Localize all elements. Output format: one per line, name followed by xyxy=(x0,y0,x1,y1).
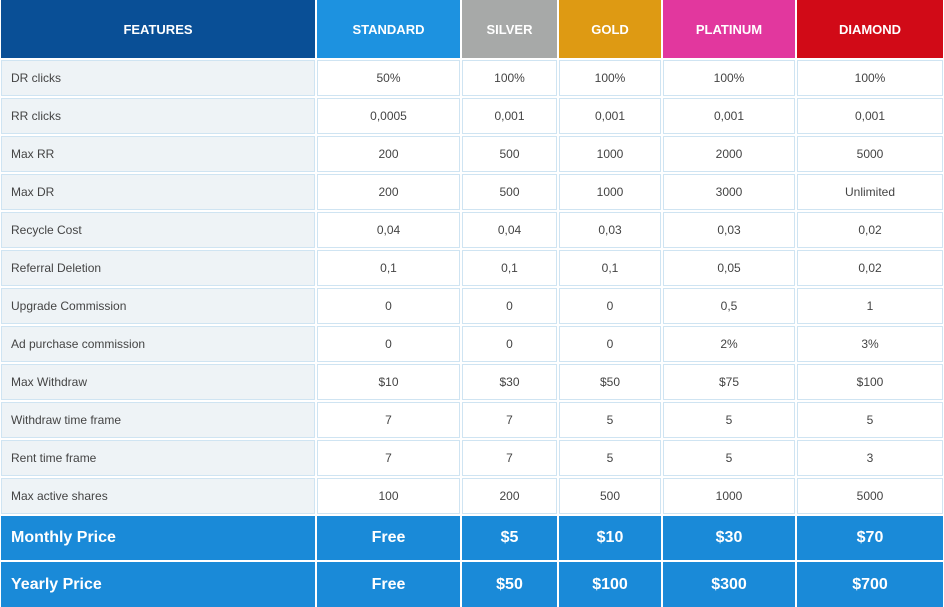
feature-value-standard: $10 xyxy=(317,364,460,400)
feature-value-standard: 0,1 xyxy=(317,250,460,286)
feature-label-max-dr: Max DR xyxy=(1,174,315,210)
feature-value-platinum: 3000 xyxy=(663,174,795,210)
feature-value-diamond: 3% xyxy=(797,326,943,362)
price-label-monthly-price: Monthly Price xyxy=(1,516,315,560)
feature-value-gold: 1000 xyxy=(559,174,661,210)
plan-header-silver: SILVER xyxy=(462,0,557,58)
feature-value-silver: $30 xyxy=(462,364,557,400)
feature-value-gold: 1000 xyxy=(559,136,661,172)
feature-value-platinum: 5 xyxy=(663,402,795,438)
price-value-gold: $10 xyxy=(559,516,661,560)
feature-value-platinum: $75 xyxy=(663,364,795,400)
feature-value-standard: 0,04 xyxy=(317,212,460,248)
feature-value-diamond: 5 xyxy=(797,402,943,438)
feature-value-platinum: 1000 xyxy=(663,478,795,514)
feature-value-standard: 0,0005 xyxy=(317,98,460,134)
feature-value-gold: 500 xyxy=(559,478,661,514)
feature-value-standard: 0 xyxy=(317,288,460,324)
plan-header-platinum: PLATINUM xyxy=(663,0,795,58)
feature-value-diamond: Unlimited xyxy=(797,174,943,210)
feature-label-rent-time-frame: Rent time frame xyxy=(1,440,315,476)
features-header: FEATURES xyxy=(1,0,315,58)
feature-value-diamond: 0,02 xyxy=(797,250,943,286)
feature-value-silver: 100% xyxy=(462,60,557,96)
feature-value-diamond: 3 xyxy=(797,440,943,476)
price-value-standard: Free xyxy=(317,562,460,607)
plan-header-gold: GOLD xyxy=(559,0,661,58)
feature-value-silver: 200 xyxy=(462,478,557,514)
feature-value-standard: 0 xyxy=(317,326,460,362)
feature-value-silver: 500 xyxy=(462,174,557,210)
feature-value-silver: 0,1 xyxy=(462,250,557,286)
feature-value-gold: 5 xyxy=(559,440,661,476)
plan-header-diamond: DIAMOND xyxy=(797,0,943,58)
feature-label-referral-deletion: Referral Deletion xyxy=(1,250,315,286)
price-value-silver: $5 xyxy=(462,516,557,560)
feature-value-platinum: 0,001 xyxy=(663,98,795,134)
price-value-diamond: $700 xyxy=(797,562,943,607)
feature-value-gold: 100% xyxy=(559,60,661,96)
feature-value-gold: 0,001 xyxy=(559,98,661,134)
feature-label-recycle-cost: Recycle Cost xyxy=(1,212,315,248)
feature-value-platinum: 0,03 xyxy=(663,212,795,248)
feature-value-platinum: 0,5 xyxy=(663,288,795,324)
feature-value-diamond: 0,02 xyxy=(797,212,943,248)
feature-value-gold: 0 xyxy=(559,288,661,324)
feature-value-silver: 0 xyxy=(462,288,557,324)
feature-value-gold: $50 xyxy=(559,364,661,400)
feature-value-silver: 7 xyxy=(462,440,557,476)
price-value-platinum: $300 xyxy=(663,562,795,607)
feature-label-dr-clicks: DR clicks xyxy=(1,60,315,96)
price-value-gold: $100 xyxy=(559,562,661,607)
feature-value-platinum: 2000 xyxy=(663,136,795,172)
feature-value-silver: 500 xyxy=(462,136,557,172)
feature-label-rr-clicks: RR clicks xyxy=(1,98,315,134)
feature-label-max-rr: Max RR xyxy=(1,136,315,172)
feature-value-silver: 0 xyxy=(462,326,557,362)
feature-value-silver: 7 xyxy=(462,402,557,438)
feature-value-platinum: 2% xyxy=(663,326,795,362)
feature-label-max-active-shares: Max active shares xyxy=(1,478,315,514)
feature-value-gold: 0,1 xyxy=(559,250,661,286)
feature-value-silver: 0,04 xyxy=(462,212,557,248)
feature-value-standard: 7 xyxy=(317,440,460,476)
feature-value-diamond: 1 xyxy=(797,288,943,324)
feature-label-max-withdraw: Max Withdraw xyxy=(1,364,315,400)
feature-value-gold: 0 xyxy=(559,326,661,362)
feature-label-withdraw-time-frame: Withdraw time frame xyxy=(1,402,315,438)
price-value-standard: Free xyxy=(317,516,460,560)
price-value-platinum: $30 xyxy=(663,516,795,560)
price-value-silver: $50 xyxy=(462,562,557,607)
feature-value-diamond: 5000 xyxy=(797,478,943,514)
feature-value-diamond: 5000 xyxy=(797,136,943,172)
feature-value-silver: 0,001 xyxy=(462,98,557,134)
feature-value-standard: 100 xyxy=(317,478,460,514)
feature-value-diamond: 100% xyxy=(797,60,943,96)
feature-value-standard: 200 xyxy=(317,136,460,172)
feature-label-upgrade-commission: Upgrade Commission xyxy=(1,288,315,324)
feature-value-standard: 50% xyxy=(317,60,460,96)
feature-value-diamond: $100 xyxy=(797,364,943,400)
feature-value-platinum: 0,05 xyxy=(663,250,795,286)
price-label-yearly-price: Yearly Price xyxy=(1,562,315,607)
feature-value-platinum: 100% xyxy=(663,60,795,96)
price-value-diamond: $70 xyxy=(797,516,943,560)
feature-value-gold: 5 xyxy=(559,402,661,438)
feature-label-ad-purchase-commission: Ad purchase commission xyxy=(1,326,315,362)
feature-value-gold: 0,03 xyxy=(559,212,661,248)
feature-value-diamond: 0,001 xyxy=(797,98,943,134)
plan-header-standard: STANDARD xyxy=(317,0,460,58)
feature-value-standard: 200 xyxy=(317,174,460,210)
feature-value-standard: 7 xyxy=(317,402,460,438)
feature-value-platinum: 5 xyxy=(663,440,795,476)
